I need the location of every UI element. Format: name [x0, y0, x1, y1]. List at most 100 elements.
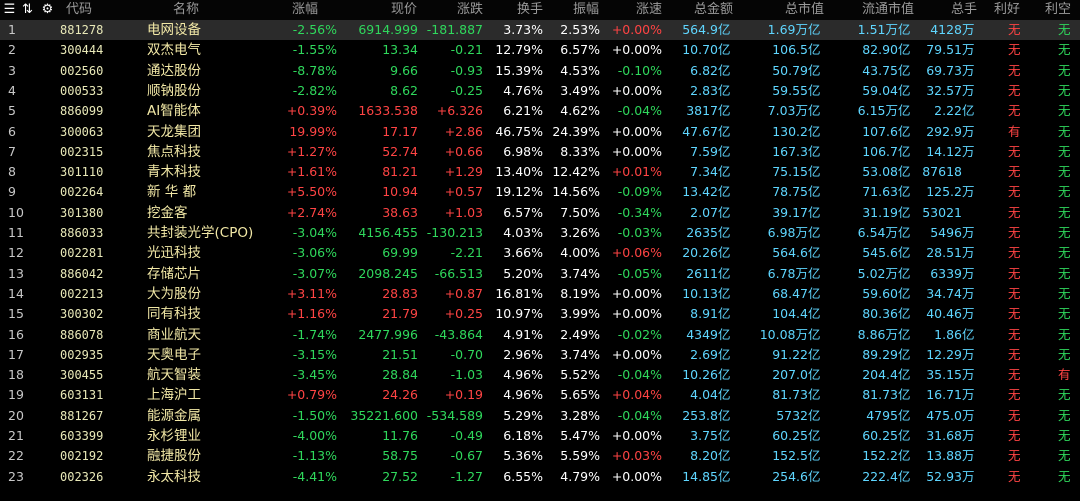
cell-chg: +1.03	[444, 204, 483, 220]
cell-turnover: 4.96%	[503, 367, 543, 383]
header-speed[interactable]: 涨速	[635, 2, 662, 17]
cell-good: 无	[1008, 265, 1021, 281]
cell-floatcap-u: 亿	[898, 164, 911, 180]
cell-floatcap-u: 亿	[898, 306, 911, 322]
cell-good: 无	[1008, 225, 1021, 240]
cell-vol-u: 万	[962, 346, 975, 362]
header-bad[interactable]: 利空	[1045, 2, 1072, 17]
cell-pct: 19.99%	[289, 123, 337, 139]
header-pct[interactable]: 涨幅	[291, 2, 318, 17]
header-code[interactable]: 代码	[66, 2, 93, 17]
cell-vol-u: 万	[962, 143, 975, 159]
cell-vol-u: 万	[962, 225, 975, 240]
cell-amount: 3.75	[690, 428, 718, 443]
cell-speed: +0.01%	[611, 164, 662, 180]
table-row[interactable]: 10 301380 挖金客 +2.74% 38.63 +1.03 6.57% 7.50% -0.…	[0, 203, 1080, 223]
table-row[interactable]: 23 002326 永太科技 -4.41% 27.52 -1.27 6.55% 4.79% +0…	[0, 467, 1080, 487]
cell-good: 无	[1008, 468, 1021, 484]
header-turnover[interactable]: 换手	[516, 2, 543, 17]
cell-mktcap-u: 亿	[808, 245, 821, 261]
header-floatcap[interactable]: 流通市值	[861, 2, 914, 17]
cell-good: 无	[1008, 42, 1021, 58]
cell-code: 886078	[60, 327, 104, 342]
cell-amplitude: 4.00%	[560, 245, 600, 261]
table-row[interactable]: 19 603131 上海沪工 +0.79% 24.26 +0.19 4.96% 5.65% +0…	[0, 385, 1080, 405]
table-row[interactable]: 7 002315 焦点科技 +1.27% 52.74 +0.66 6.98% 8.33% +0.…	[0, 142, 1080, 162]
cell-good: 无	[1008, 448, 1021, 464]
table-row[interactable]: 3 002560 通达股份 -8.78% 9.66 -0.93 15.39% 4.53% -0.…	[0, 61, 1080, 81]
table-row[interactable]: 12 002281 光迅科技 -3.06% 69.99 -2.21 3.66% 4.00% +0…	[0, 243, 1080, 263]
table-row[interactable]: 11 886033 共封装光学(CPO) -3.04% 4156.455 -130.213…	[0, 223, 1080, 243]
cell-floatcap-u: 亿	[898, 387, 911, 403]
cell-price: 27.52	[382, 468, 418, 484]
table-row[interactable]: 2 300444 双杰电气 -1.55% 13.34 -0.21 12.79% 6.57% +0…	[0, 40, 1080, 60]
cell-turnover: 13.40%	[495, 164, 543, 180]
table-row[interactable]: 4 000533 顺钠股份 -2.82% 8.62 -0.25 4.76% 3.49% +0.0…	[0, 81, 1080, 101]
cell-good: 无	[1008, 407, 1021, 423]
cell-floatcap-u: 亿	[898, 428, 911, 443]
cell-pct: -8.78%	[292, 62, 337, 78]
cell-vol: 28.51	[926, 245, 962, 261]
cell-bad: 无	[1058, 62, 1071, 78]
cell-pct: -3.45%	[292, 367, 337, 383]
header-vol[interactable]: 总手	[950, 2, 977, 17]
cell-good: 无	[1008, 164, 1021, 180]
header-amplitude[interactable]: 振幅	[572, 2, 599, 17]
cell-idx: 21	[8, 428, 24, 443]
cell-vol: 34.74	[926, 285, 962, 301]
cell-floatcap-u: 亿	[898, 407, 911, 423]
table-row[interactable]: 17 002935 天奥电子 -3.15% 21.51 -0.70 2.96% 3.74% +0…	[0, 345, 1080, 365]
cell-vol: 32.57	[926, 82, 962, 98]
cell-vol: 16.71	[926, 387, 962, 403]
table-row[interactable]: 15 300302 同有科技 +1.16% 21.79 +0.25 10.97% 3.99% +…	[0, 304, 1080, 324]
table-row[interactable]: 1 881278 电网设备 -2.56% 6914.999 -181.887 3.73% 2.…	[0, 20, 1080, 41]
table-row[interactable]: 18 300455 航天智装 -3.45% 28.84 -1.03 4.96% 5.52% -0…	[0, 365, 1080, 385]
cell-amount-u: 亿	[718, 387, 731, 403]
cell-idx: 6	[8, 123, 16, 139]
cell-turnover: 5.20%	[503, 265, 543, 281]
table-row[interactable]: 5 886099 AI智能体 +0.39% 1633.538 +6.326 6.21% 4.6…	[0, 101, 1080, 121]
cell-amount-u: 亿	[718, 143, 731, 159]
header-mktcap[interactable]: 总市值	[784, 2, 824, 17]
table-row[interactable]: 16 886078 商业航天 -1.74% 2477.996 -43.864 4.91% 2.…	[0, 325, 1080, 345]
cell-mktcap-u: 亿	[808, 407, 821, 423]
table-row[interactable]: 20 881267 能源金属 -1.50% 35221.600 -534.589 5.29%…	[0, 406, 1080, 426]
cell-price: 1633.538	[358, 103, 418, 119]
cell-mktcap: 130.2	[772, 123, 808, 139]
cell-name: 顺钠股份	[147, 82, 201, 99]
table-row[interactable]: 13 886042 存储芯片 -3.07% 2098.245 -66.513 5.20% 3.…	[0, 264, 1080, 284]
cell-name: 存储芯片	[147, 265, 201, 282]
sort-icon[interactable]: ⇅	[22, 2, 33, 17]
cell-price: 11.76	[382, 428, 418, 443]
cell-vol-u: 万	[962, 245, 975, 261]
table-row[interactable]: 21 603399 永杉锂业 -4.00% 11.76 -0.49 6.18% 5.47% +0…	[0, 426, 1080, 446]
cell-floatcap-u: 亿	[898, 367, 911, 383]
cell-vol-u: 万	[962, 42, 975, 58]
table-row[interactable]: 9 002264 新 华 都 +5.50% 10.94 +0.57 19.12% 14.56%…	[0, 182, 1080, 202]
table-row[interactable]: 14 002213 大为股份 +3.11% 28.83 +0.87 16.81% 8.19% +…	[0, 284, 1080, 304]
table-row[interactable]: 6 300063 天龙集团 19.99% 17.17 +2.86 46.75% 24.39% +…	[0, 122, 1080, 142]
gear-icon[interactable]: ⚙	[41, 2, 54, 17]
cell-bad: 无	[1058, 143, 1071, 159]
cell-speed: +0.00%	[611, 22, 662, 37]
cell-bad: 无	[1058, 468, 1071, 484]
cell-chg: -1.03	[450, 367, 483, 383]
header-name[interactable]: 名称	[173, 2, 200, 17]
header-chg[interactable]: 涨跌	[456, 2, 483, 17]
cell-mktcap: 564.6	[772, 245, 808, 261]
cell-mktcap: 207.0	[772, 367, 808, 383]
header-price[interactable]: 现价	[390, 2, 417, 17]
cell-vol: 125.2	[926, 184, 962, 200]
menu-icon[interactable]: ☰	[3, 2, 16, 17]
table-row[interactable]: 8 301110 青木科技 +1.61% 81.21 +1.29 13.40% 12.42% +…	[0, 162, 1080, 182]
header-good[interactable]: 利好	[994, 2, 1021, 17]
table-row[interactable]: 22 002192 融捷股份 -1.13% 58.75 -0.67 5.36% 5.59% +0…	[0, 446, 1080, 466]
cell-mktcap: 6.78万	[767, 265, 808, 281]
header-amount[interactable]: 总金额	[693, 2, 733, 17]
cell-name: 电网设备	[147, 22, 201, 38]
cell-amount: 564.9	[682, 22, 718, 37]
cell-price: 6914.999	[358, 22, 418, 37]
cell-chg: -1.27	[450, 468, 483, 484]
cell-amplitude: 3.74%	[560, 346, 600, 362]
cell-floatcap: 60.25	[862, 428, 898, 443]
